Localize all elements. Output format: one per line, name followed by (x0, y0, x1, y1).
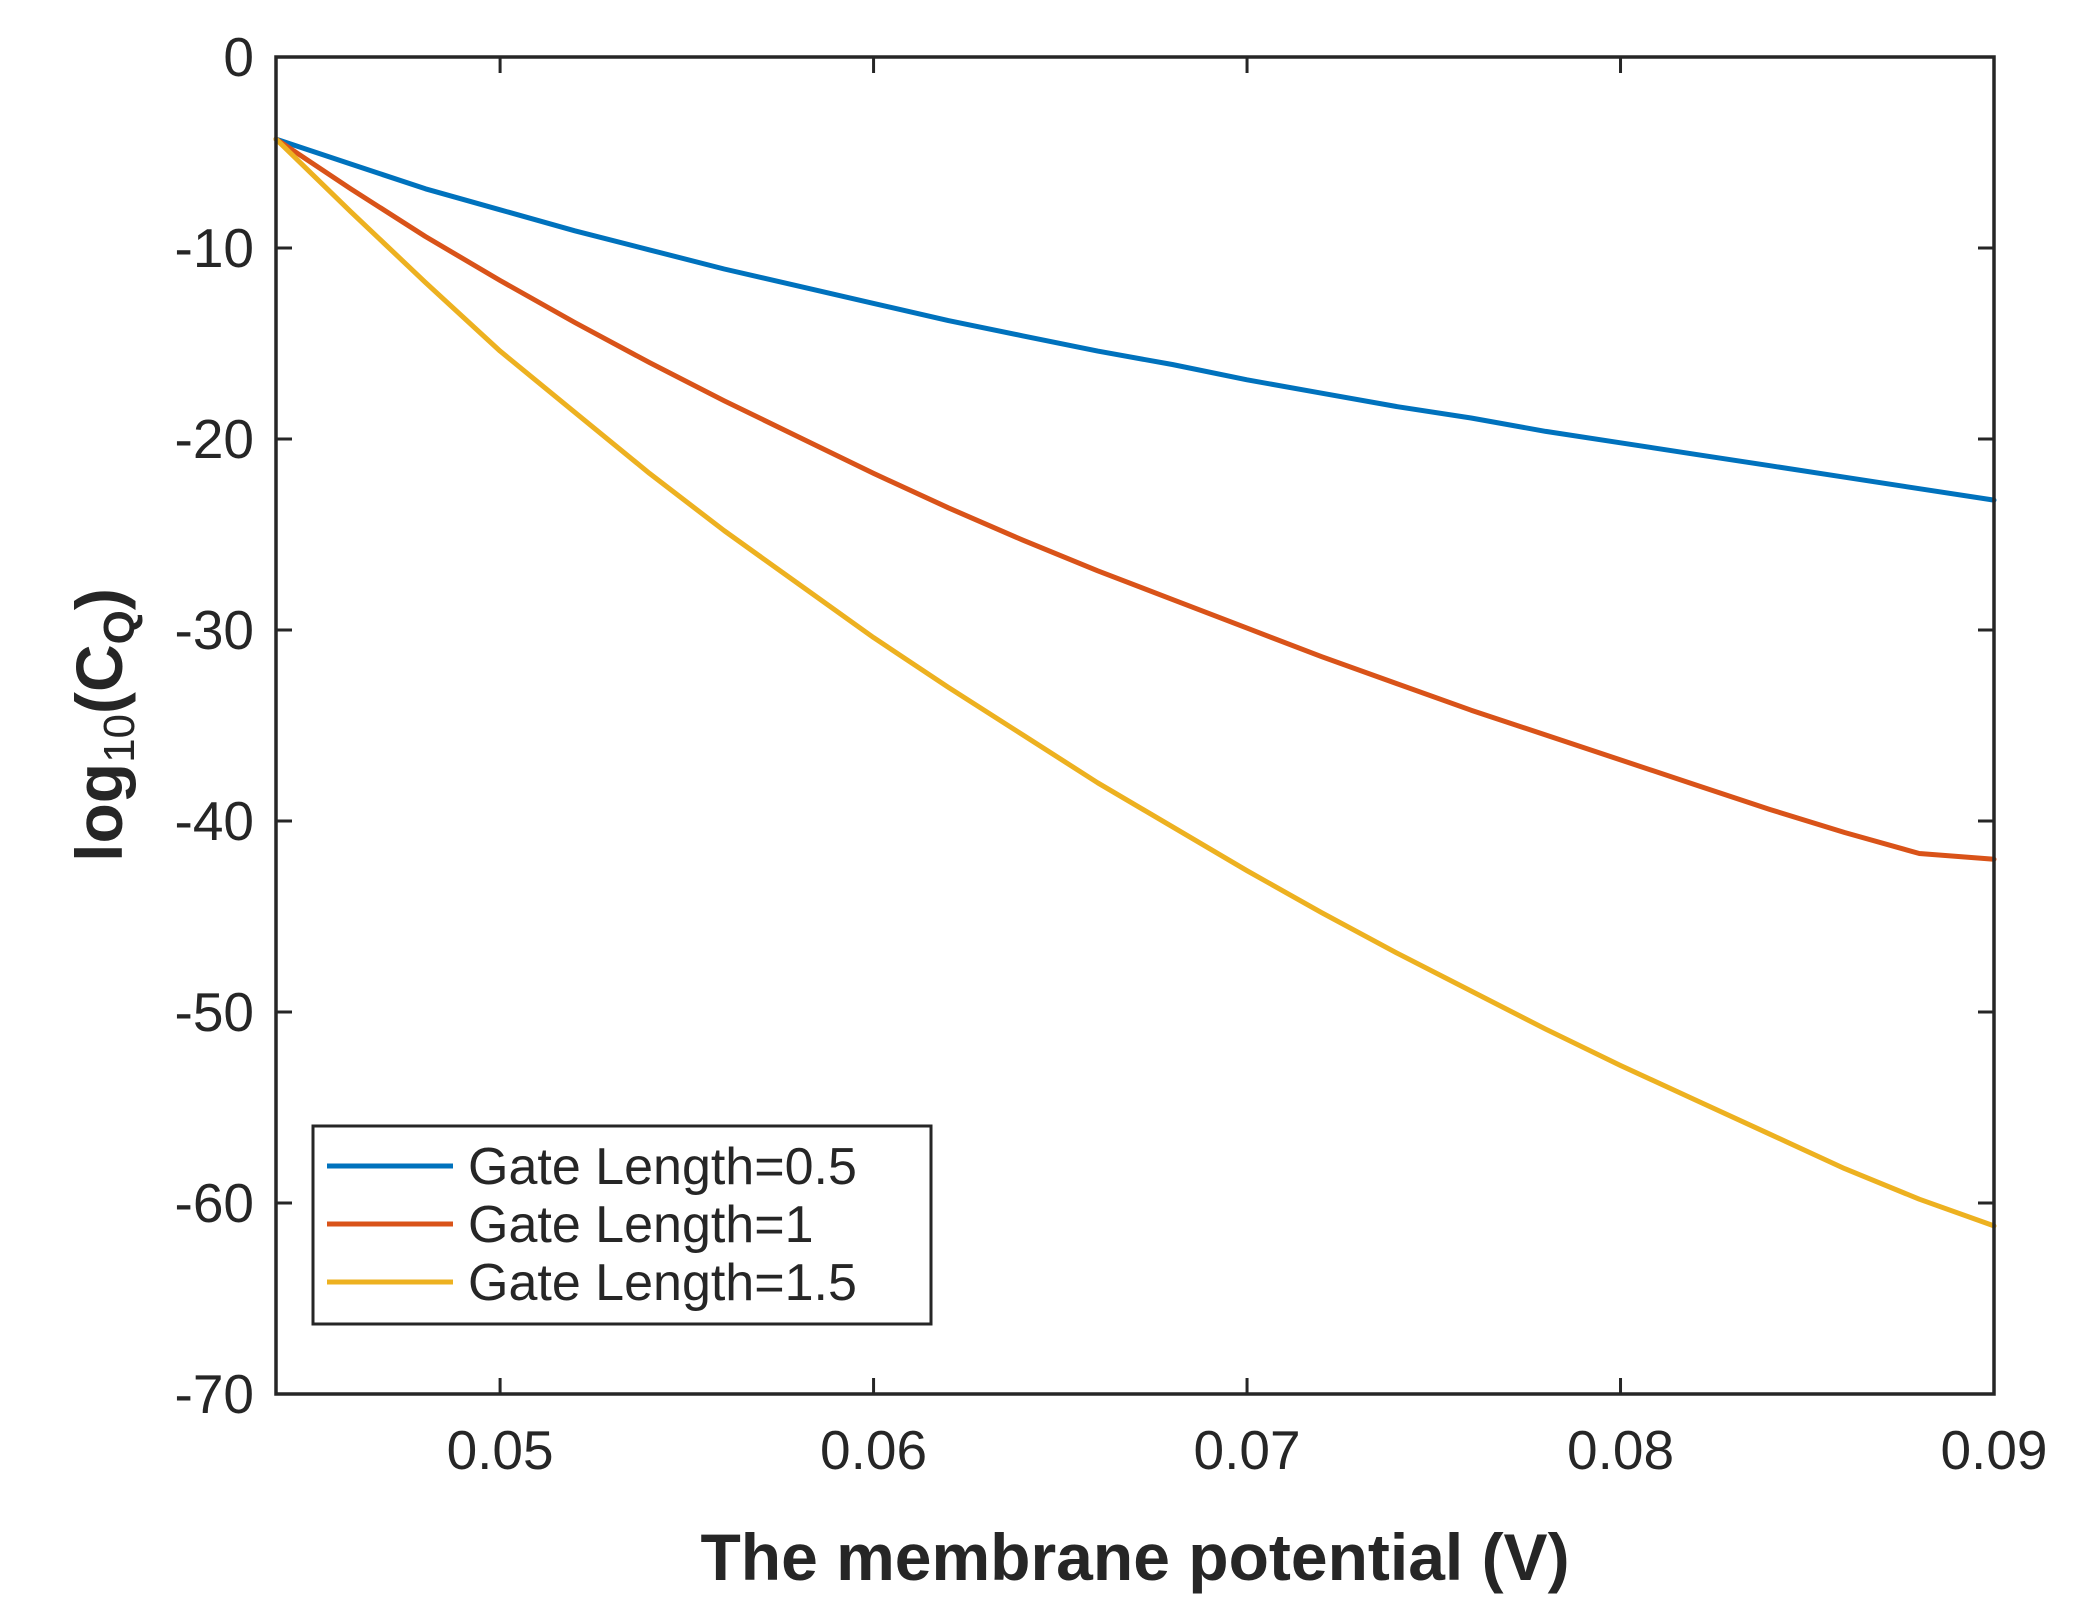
y-axis-label-open: (C (62, 644, 136, 714)
y-tick-label: -70 (175, 1363, 255, 1425)
legend-label: Gate Length=0.5 (468, 1138, 857, 1196)
y-axis-label-var-subscript: Q (95, 610, 144, 644)
y-axis-label-prefix-subscript: 10 (95, 714, 144, 763)
x-axis-label: The membrane potential (V) (700, 1520, 1569, 1594)
y-tick-label: -50 (175, 981, 255, 1043)
y-tick-label: -40 (175, 790, 255, 852)
y-tick-label: 0 (223, 26, 254, 88)
x-tick-label: 0.09 (1940, 1419, 2047, 1481)
x-tick-label: 0.07 (1194, 1419, 1301, 1481)
x-tick-label: 0.08 (1567, 1419, 1674, 1481)
y-axis-label: log10(CQ) (62, 588, 144, 862)
series-layer (273, 136, 1997, 1229)
y-axis-label-prefix: log (62, 763, 136, 862)
legend-label: Gate Length=1 (468, 1196, 814, 1254)
y-axis-label-close: ) (62, 588, 136, 610)
y-tick-label: -60 (175, 1172, 255, 1234)
series-line (273, 136, 1997, 862)
plot-frame (274, 55, 1996, 1396)
x-tick-label: 0.06 (820, 1419, 927, 1481)
series-line (273, 136, 1997, 503)
y-tick-label: -20 (175, 408, 255, 470)
y-tick-label: -30 (175, 599, 255, 661)
series-line (273, 136, 1997, 1229)
y-tick-label: -10 (175, 217, 255, 279)
ticks-layer: 0.05 0.06 0.07 0.08 0.09 0 -10 -20 -30 -40 -50 -60 -… (175, 26, 2048, 1481)
legend-label: Gate Length=1.5 (468, 1254, 857, 1312)
x-tick-label: 0.05 (447, 1419, 554, 1481)
